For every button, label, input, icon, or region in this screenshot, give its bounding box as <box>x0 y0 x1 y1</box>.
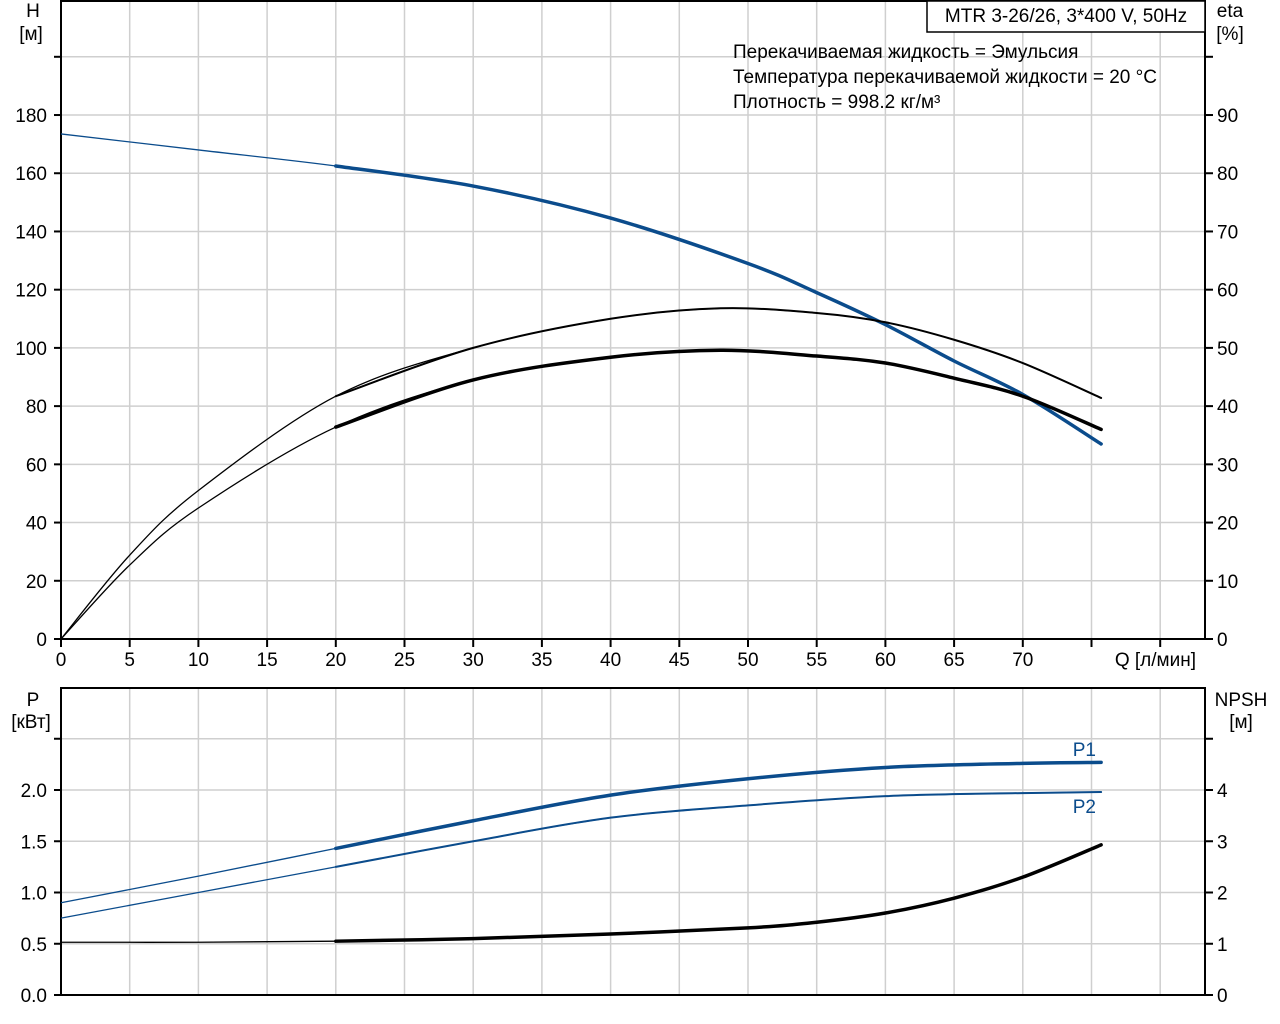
npsh-curve-extended <box>60 844 1102 943</box>
y-right-axis-label: NPSH <box>1215 690 1268 711</box>
x-tick-label: 35 <box>531 650 552 671</box>
p2-curve <box>334 791 1103 868</box>
x-tick-label: 70 <box>1012 650 1033 671</box>
x-tick-label: 20 <box>325 650 346 671</box>
y-right-tick-label: 3 <box>1217 832 1228 853</box>
y-left-tick-label: 1.0 <box>21 884 47 905</box>
y-right-tick-label: 1 <box>1217 935 1228 956</box>
h-curve <box>334 164 1103 446</box>
y-left-axis-label: P <box>27 690 40 711</box>
y-right-tick-label: 40 <box>1217 397 1238 418</box>
power-panel-frame <box>60 687 1206 996</box>
x-tick-label: 0 <box>56 650 67 671</box>
head-panel-frame <box>60 0 1206 640</box>
y-left-tick-label: 1.5 <box>21 832 47 853</box>
y-left-tick-label: 120 <box>15 281 47 302</box>
annotation: Перекачиваемая жидкость = Эмульсия <box>733 42 1078 63</box>
y-right-tick-label: 10 <box>1217 572 1238 593</box>
y-right-tick-label: 0 <box>1217 986 1228 1007</box>
x-tick-label: 40 <box>600 650 621 671</box>
y-right-tick-label: 70 <box>1217 222 1238 243</box>
y-right-tick-label: 2 <box>1217 884 1228 905</box>
x-tick-label: 5 <box>124 650 135 671</box>
y-left-tick-label: 140 <box>15 222 47 243</box>
y-left-tick-label: 180 <box>15 106 47 127</box>
npsh-curve <box>334 843 1103 943</box>
y-left-tick-label: 40 <box>26 514 47 535</box>
annotation: Температура перекачиваемой жидкости = 20… <box>733 67 1157 88</box>
y-right-tick-label: 80 <box>1217 164 1238 185</box>
y-left-tick-label: 20 <box>26 572 47 593</box>
x-tick-label: 45 <box>669 650 690 671</box>
x-tick-label: 25 <box>394 650 415 671</box>
eta-curve-extended <box>60 349 1102 640</box>
y-right-tick-label: 30 <box>1217 455 1238 476</box>
y-left-tick-label: 80 <box>26 397 47 418</box>
x-tick-label: 55 <box>806 650 827 671</box>
chart-title: MTR 3-26/26, 3*400 V, 50Hz <box>945 6 1187 27</box>
y-left-tick-label: 0 <box>36 630 47 651</box>
x-tick-label: 50 <box>737 650 758 671</box>
y-right-axis-label: eta <box>1217 1 1244 22</box>
y-right-tick-label: 4 <box>1217 781 1228 802</box>
p2-label: P2 <box>1073 797 1096 818</box>
y-right-tick-label: 90 <box>1217 106 1238 127</box>
y-left-tick-label: 2.0 <box>21 781 47 802</box>
x-tick-label: 15 <box>257 650 278 671</box>
p1-curve <box>334 760 1103 851</box>
y-left-tick-label: 160 <box>15 164 47 185</box>
eta-upper-curve <box>334 307 1103 399</box>
x-tick-label: 30 <box>463 650 484 671</box>
y-left-axis-label: H <box>26 1 40 22</box>
y-left-axis-unit: [кВт] <box>11 712 51 733</box>
eta-curve <box>334 348 1103 432</box>
x-axis-label: Q [л/мин] <box>1115 650 1196 671</box>
p1-label: P1 <box>1073 740 1096 761</box>
y-right-tick-label: 60 <box>1217 281 1238 302</box>
x-tick-label: 60 <box>875 650 896 671</box>
y-left-axis-unit: [м] <box>19 24 43 45</box>
y-left-tick-label: 0.5 <box>21 935 47 956</box>
y-right-tick-label: 0 <box>1217 630 1228 651</box>
title-box <box>926 0 1206 33</box>
y-left-tick-label: 100 <box>15 339 47 360</box>
y-left-tick-label: 60 <box>26 455 47 476</box>
x-tick-label: 65 <box>944 650 965 671</box>
y-right-axis-unit: [%] <box>1216 24 1243 45</box>
y-left-tick-label: 0.0 <box>21 986 47 1007</box>
p1-curve-extended <box>60 761 1102 904</box>
annotation: Плотность = 998.2 кг/м³ <box>733 92 940 113</box>
y-right-tick-label: 50 <box>1217 339 1238 360</box>
x-tick-label: 10 <box>188 650 209 671</box>
y-right-tick-label: 20 <box>1217 514 1238 535</box>
y-right-axis-unit: [м] <box>1229 712 1253 733</box>
